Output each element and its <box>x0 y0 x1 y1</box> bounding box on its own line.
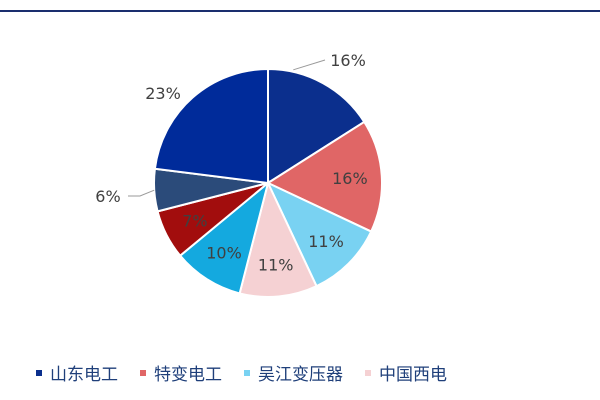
legend-label: 山东电工 <box>50 365 118 385</box>
legend-item: 特变电工 <box>140 360 222 385</box>
legend-label: 中国西电 <box>379 365 447 385</box>
slice-label: 6% <box>95 187 120 206</box>
legend-swatch <box>244 369 250 376</box>
pie-slice <box>265 120 383 233</box>
slice-label: 11% <box>258 256 294 275</box>
slice-label: 23% <box>145 84 181 103</box>
pie-slice <box>238 180 318 298</box>
slice-label: 10% <box>206 243 242 262</box>
pie-slice <box>267 67 366 185</box>
legend-label: 特变电工 <box>154 365 222 385</box>
legend: 山东电工 特变电工 吴江变压器 中国西电 <box>36 360 447 385</box>
leader-line <box>293 59 326 71</box>
legend-item: 中国西电 <box>365 360 447 385</box>
slice-label: 16% <box>332 169 368 188</box>
pie-slices <box>153 67 383 298</box>
legend-swatch <box>36 369 42 376</box>
pie-slice <box>178 180 270 295</box>
slice-labels: 16% 16% 11% 11% 10% 7% 6% 23% <box>95 51 367 275</box>
top-rule <box>0 10 600 12</box>
legend-item: 山东电工 <box>36 360 118 385</box>
legend-swatch <box>140 369 146 376</box>
slice-label: 7% <box>182 211 207 230</box>
legend-swatch <box>365 369 371 376</box>
slice-label: 16% <box>330 51 366 70</box>
legend-item: 吴江变压器 <box>244 360 343 385</box>
pie-slice <box>153 67 269 185</box>
leader-line <box>128 189 155 197</box>
legend-label: 吴江变压器 <box>258 365 343 385</box>
leader-lines <box>128 59 326 197</box>
pie-slice <box>265 180 373 288</box>
slice-label: 11% <box>308 232 344 251</box>
